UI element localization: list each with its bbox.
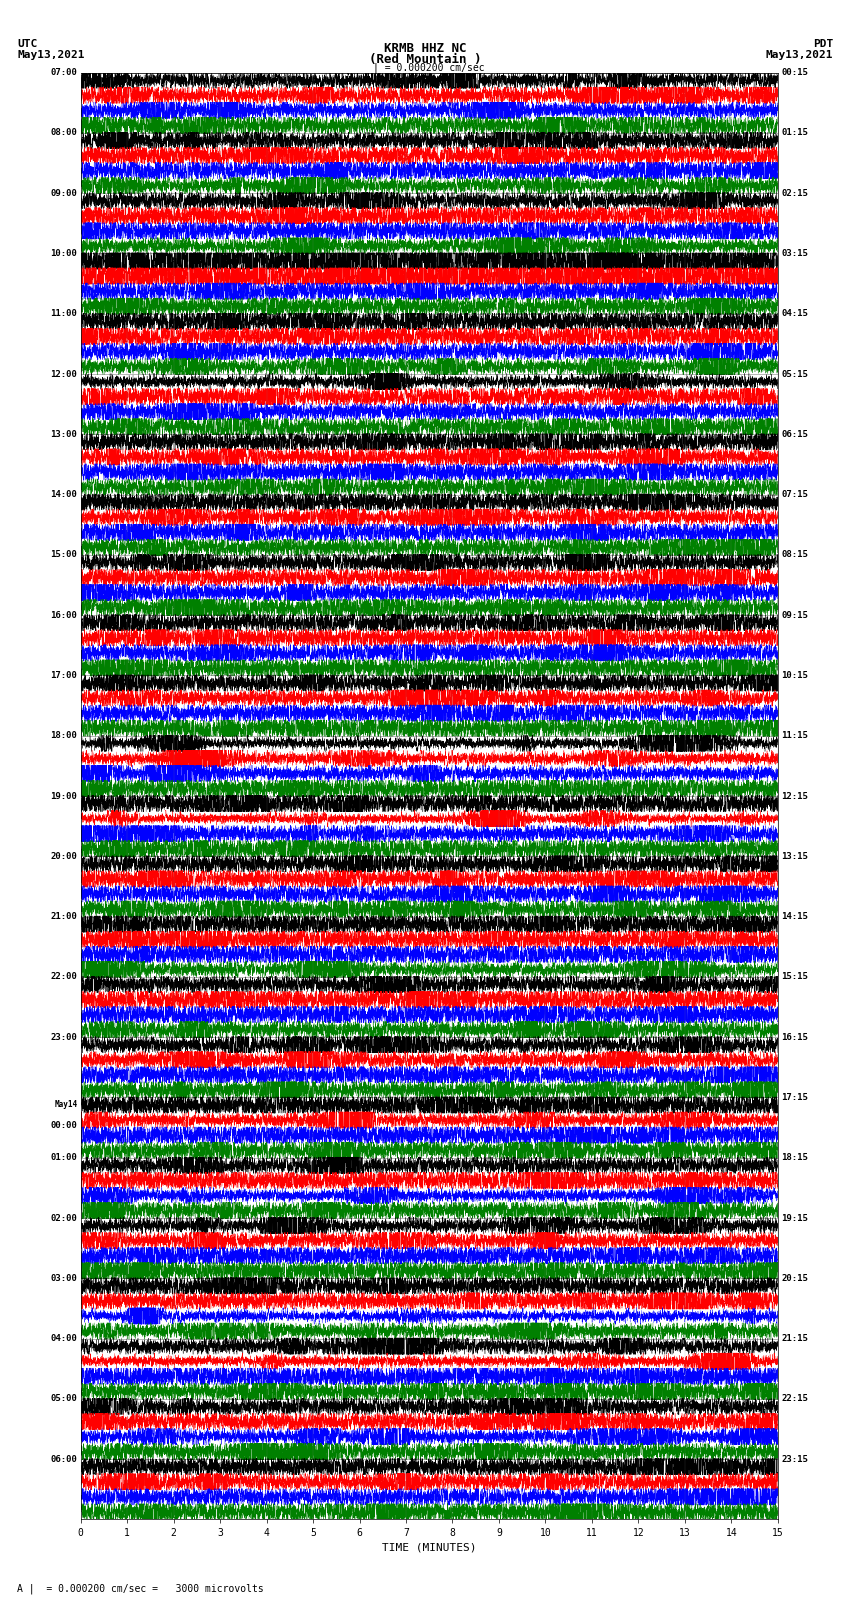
Text: 19:00: 19:00 xyxy=(50,792,77,800)
Text: 10:00: 10:00 xyxy=(50,248,77,258)
Text: 21:15: 21:15 xyxy=(781,1334,808,1344)
Text: 18:15: 18:15 xyxy=(781,1153,808,1163)
Text: May13,2021: May13,2021 xyxy=(17,50,84,60)
Text: UTC: UTC xyxy=(17,39,37,48)
Text: 20:15: 20:15 xyxy=(781,1274,808,1282)
Text: 05:00: 05:00 xyxy=(50,1394,77,1403)
Text: 09:00: 09:00 xyxy=(50,189,77,198)
Text: 23:00: 23:00 xyxy=(50,1032,77,1042)
Text: (Red Mountain ): (Red Mountain ) xyxy=(369,53,481,66)
Text: 04:00: 04:00 xyxy=(50,1334,77,1344)
Text: 01:00: 01:00 xyxy=(50,1153,77,1163)
Text: 15:15: 15:15 xyxy=(781,973,808,981)
Text: 16:15: 16:15 xyxy=(781,1032,808,1042)
X-axis label: TIME (MINUTES): TIME (MINUTES) xyxy=(382,1542,477,1553)
Text: 00:15: 00:15 xyxy=(781,68,808,77)
Text: 16:00: 16:00 xyxy=(50,611,77,619)
Text: 07:00: 07:00 xyxy=(50,68,77,77)
Text: 14:15: 14:15 xyxy=(781,911,808,921)
Text: 14:00: 14:00 xyxy=(50,490,77,498)
Text: 06:00: 06:00 xyxy=(50,1455,77,1463)
Text: 03:00: 03:00 xyxy=(50,1274,77,1282)
Text: May14: May14 xyxy=(54,1100,77,1110)
Text: 18:00: 18:00 xyxy=(50,731,77,740)
Text: 22:15: 22:15 xyxy=(781,1394,808,1403)
Text: 15:00: 15:00 xyxy=(50,550,77,560)
Text: | = 0.000200 cm/sec: | = 0.000200 cm/sec xyxy=(373,63,485,74)
Text: 17:15: 17:15 xyxy=(781,1094,808,1102)
Text: 06:15: 06:15 xyxy=(781,429,808,439)
Text: May13,2021: May13,2021 xyxy=(766,50,833,60)
Text: 11:15: 11:15 xyxy=(781,731,808,740)
Text: 23:15: 23:15 xyxy=(781,1455,808,1463)
Text: 09:15: 09:15 xyxy=(781,611,808,619)
Text: KRMB HHZ NC: KRMB HHZ NC xyxy=(383,42,467,55)
Text: 07:15: 07:15 xyxy=(781,490,808,498)
Text: 00:00: 00:00 xyxy=(50,1121,77,1131)
Text: 21:00: 21:00 xyxy=(50,911,77,921)
Text: 19:15: 19:15 xyxy=(781,1213,808,1223)
Text: 12:15: 12:15 xyxy=(781,792,808,800)
Text: 04:15: 04:15 xyxy=(781,310,808,318)
Text: 20:00: 20:00 xyxy=(50,852,77,861)
Text: 08:15: 08:15 xyxy=(781,550,808,560)
Text: 10:15: 10:15 xyxy=(781,671,808,681)
Text: 05:15: 05:15 xyxy=(781,369,808,379)
Text: 08:00: 08:00 xyxy=(50,129,77,137)
Text: 17:00: 17:00 xyxy=(50,671,77,681)
Text: 12:00: 12:00 xyxy=(50,369,77,379)
Text: 22:00: 22:00 xyxy=(50,973,77,981)
Text: 13:00: 13:00 xyxy=(50,429,77,439)
Text: 03:15: 03:15 xyxy=(781,248,808,258)
Text: 01:15: 01:15 xyxy=(781,129,808,137)
Text: PDT: PDT xyxy=(813,39,833,48)
Text: 13:15: 13:15 xyxy=(781,852,808,861)
Text: A |  = 0.000200 cm/sec =   3000 microvolts: A | = 0.000200 cm/sec = 3000 microvolts xyxy=(17,1582,264,1594)
Text: 02:15: 02:15 xyxy=(781,189,808,198)
Text: 02:00: 02:00 xyxy=(50,1213,77,1223)
Text: 11:00: 11:00 xyxy=(50,310,77,318)
